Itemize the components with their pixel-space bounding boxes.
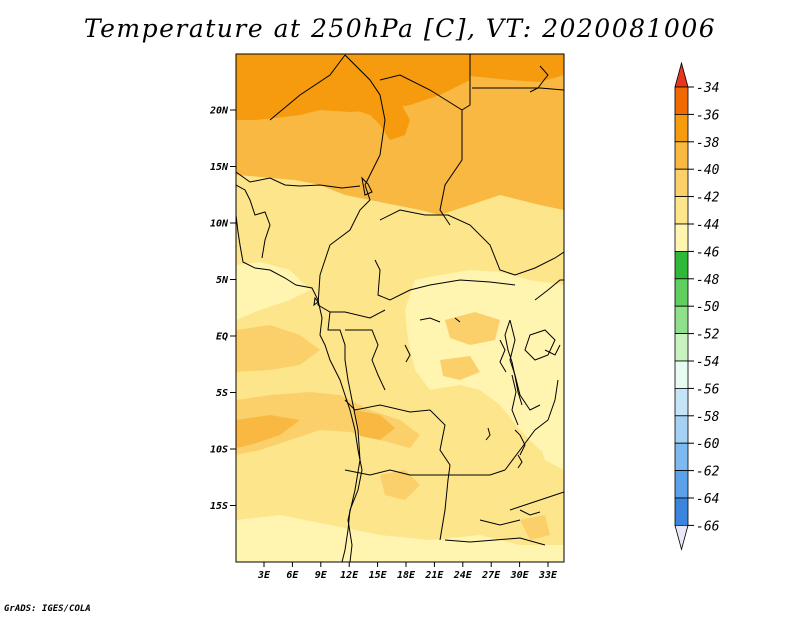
colorbar-bottom-arrow	[674, 525, 689, 551]
colorbar-label: -64	[696, 492, 719, 507]
lon-tick-label: 24E	[453, 570, 473, 581]
colorbar-segment	[674, 415, 689, 444]
lat-tick-label: 5S	[216, 388, 228, 399]
colorbar-label: -46	[696, 245, 720, 260]
lon-tick-label: 33E	[538, 570, 558, 581]
colorbar-label: -42	[696, 191, 720, 206]
colorbar-segment	[674, 278, 689, 307]
map-frame	[235, 53, 565, 563]
colorbar-label: -52	[696, 328, 720, 343]
lon-tick-label: 12E	[340, 570, 359, 581]
lon-tick-label: 9E	[315, 570, 328, 581]
longitude-axis: 3E 6E 9E 12E 15E 18E 21E 24E 27E 30E 33E	[257, 562, 558, 581]
colorbar-segment	[674, 223, 689, 252]
colorbar-segment	[674, 497, 689, 526]
lat-tick-label: 20N	[209, 106, 229, 117]
lon-tick-label: 3E	[257, 570, 271, 581]
lat-tick-label: 5N	[216, 275, 229, 286]
lat-tick-label: 10S	[210, 445, 228, 456]
colorbar-label: -48	[696, 273, 720, 288]
colorbar-segment	[674, 387, 689, 417]
colorbar-label: -36	[696, 108, 720, 123]
colorbar-segment	[674, 333, 689, 362]
colorbar-label: -54	[696, 355, 719, 370]
colorbar-label: -44	[696, 218, 719, 233]
grads-credit: GrADS: IGES/COLA	[4, 604, 91, 614]
colorbar-label: -62	[696, 465, 720, 480]
map-title: Temperature at 250hPa [C], VT: 202008100…	[83, 14, 717, 43]
lat-tick-label: 15N	[210, 162, 229, 173]
colorbar-label: -66	[696, 519, 720, 534]
lat-tick-label: 10N	[210, 219, 229, 230]
lat-tick-label: 15S	[210, 501, 228, 512]
lon-tick-label: 6E	[286, 570, 299, 581]
colorbar-segment	[674, 470, 689, 499]
temperature-field	[236, 54, 564, 562]
colorbar-label: -40	[696, 163, 720, 178]
lon-tick-label: 21E	[424, 570, 444, 581]
colorbar-segment	[674, 196, 689, 225]
colorbar-label: -50	[696, 300, 720, 315]
colorbar-segment	[674, 168, 689, 197]
colorbar-label: -38	[696, 136, 720, 151]
colorbar-segment	[674, 141, 689, 170]
lon-tick-label: 15E	[369, 570, 388, 581]
colorbar-top-arrow	[674, 61, 689, 88]
lon-tick-label: 30E	[510, 570, 530, 581]
colorbar-label: -60	[696, 437, 720, 452]
colorbar-label: -34	[696, 81, 719, 96]
colorbar-segment	[674, 250, 689, 280]
lon-tick-label: 27E	[481, 570, 501, 581]
colorbar-label: -58	[696, 410, 720, 425]
lon-tick-label: 18E	[397, 570, 416, 581]
colorbar-segment	[674, 442, 689, 472]
inland-water	[313, 176, 556, 469]
colorbar-label: -56	[696, 382, 720, 397]
colorbar: -34 -36 -38 -40 -42 -44 -46 -48 -50 -52 -54 -56 -58 -…	[674, 61, 720, 551]
colorbar-segment	[674, 114, 689, 143]
latitude-axis: 20N 15N 10N 5N EQ 5S 10S 15S	[209, 106, 236, 512]
lat-tick-label: EQ	[216, 332, 228, 343]
colorbar-segment	[674, 305, 689, 335]
colorbar-segment	[674, 360, 689, 389]
colorbar-segment	[674, 86, 689, 115]
coastline	[236, 65, 549, 562]
